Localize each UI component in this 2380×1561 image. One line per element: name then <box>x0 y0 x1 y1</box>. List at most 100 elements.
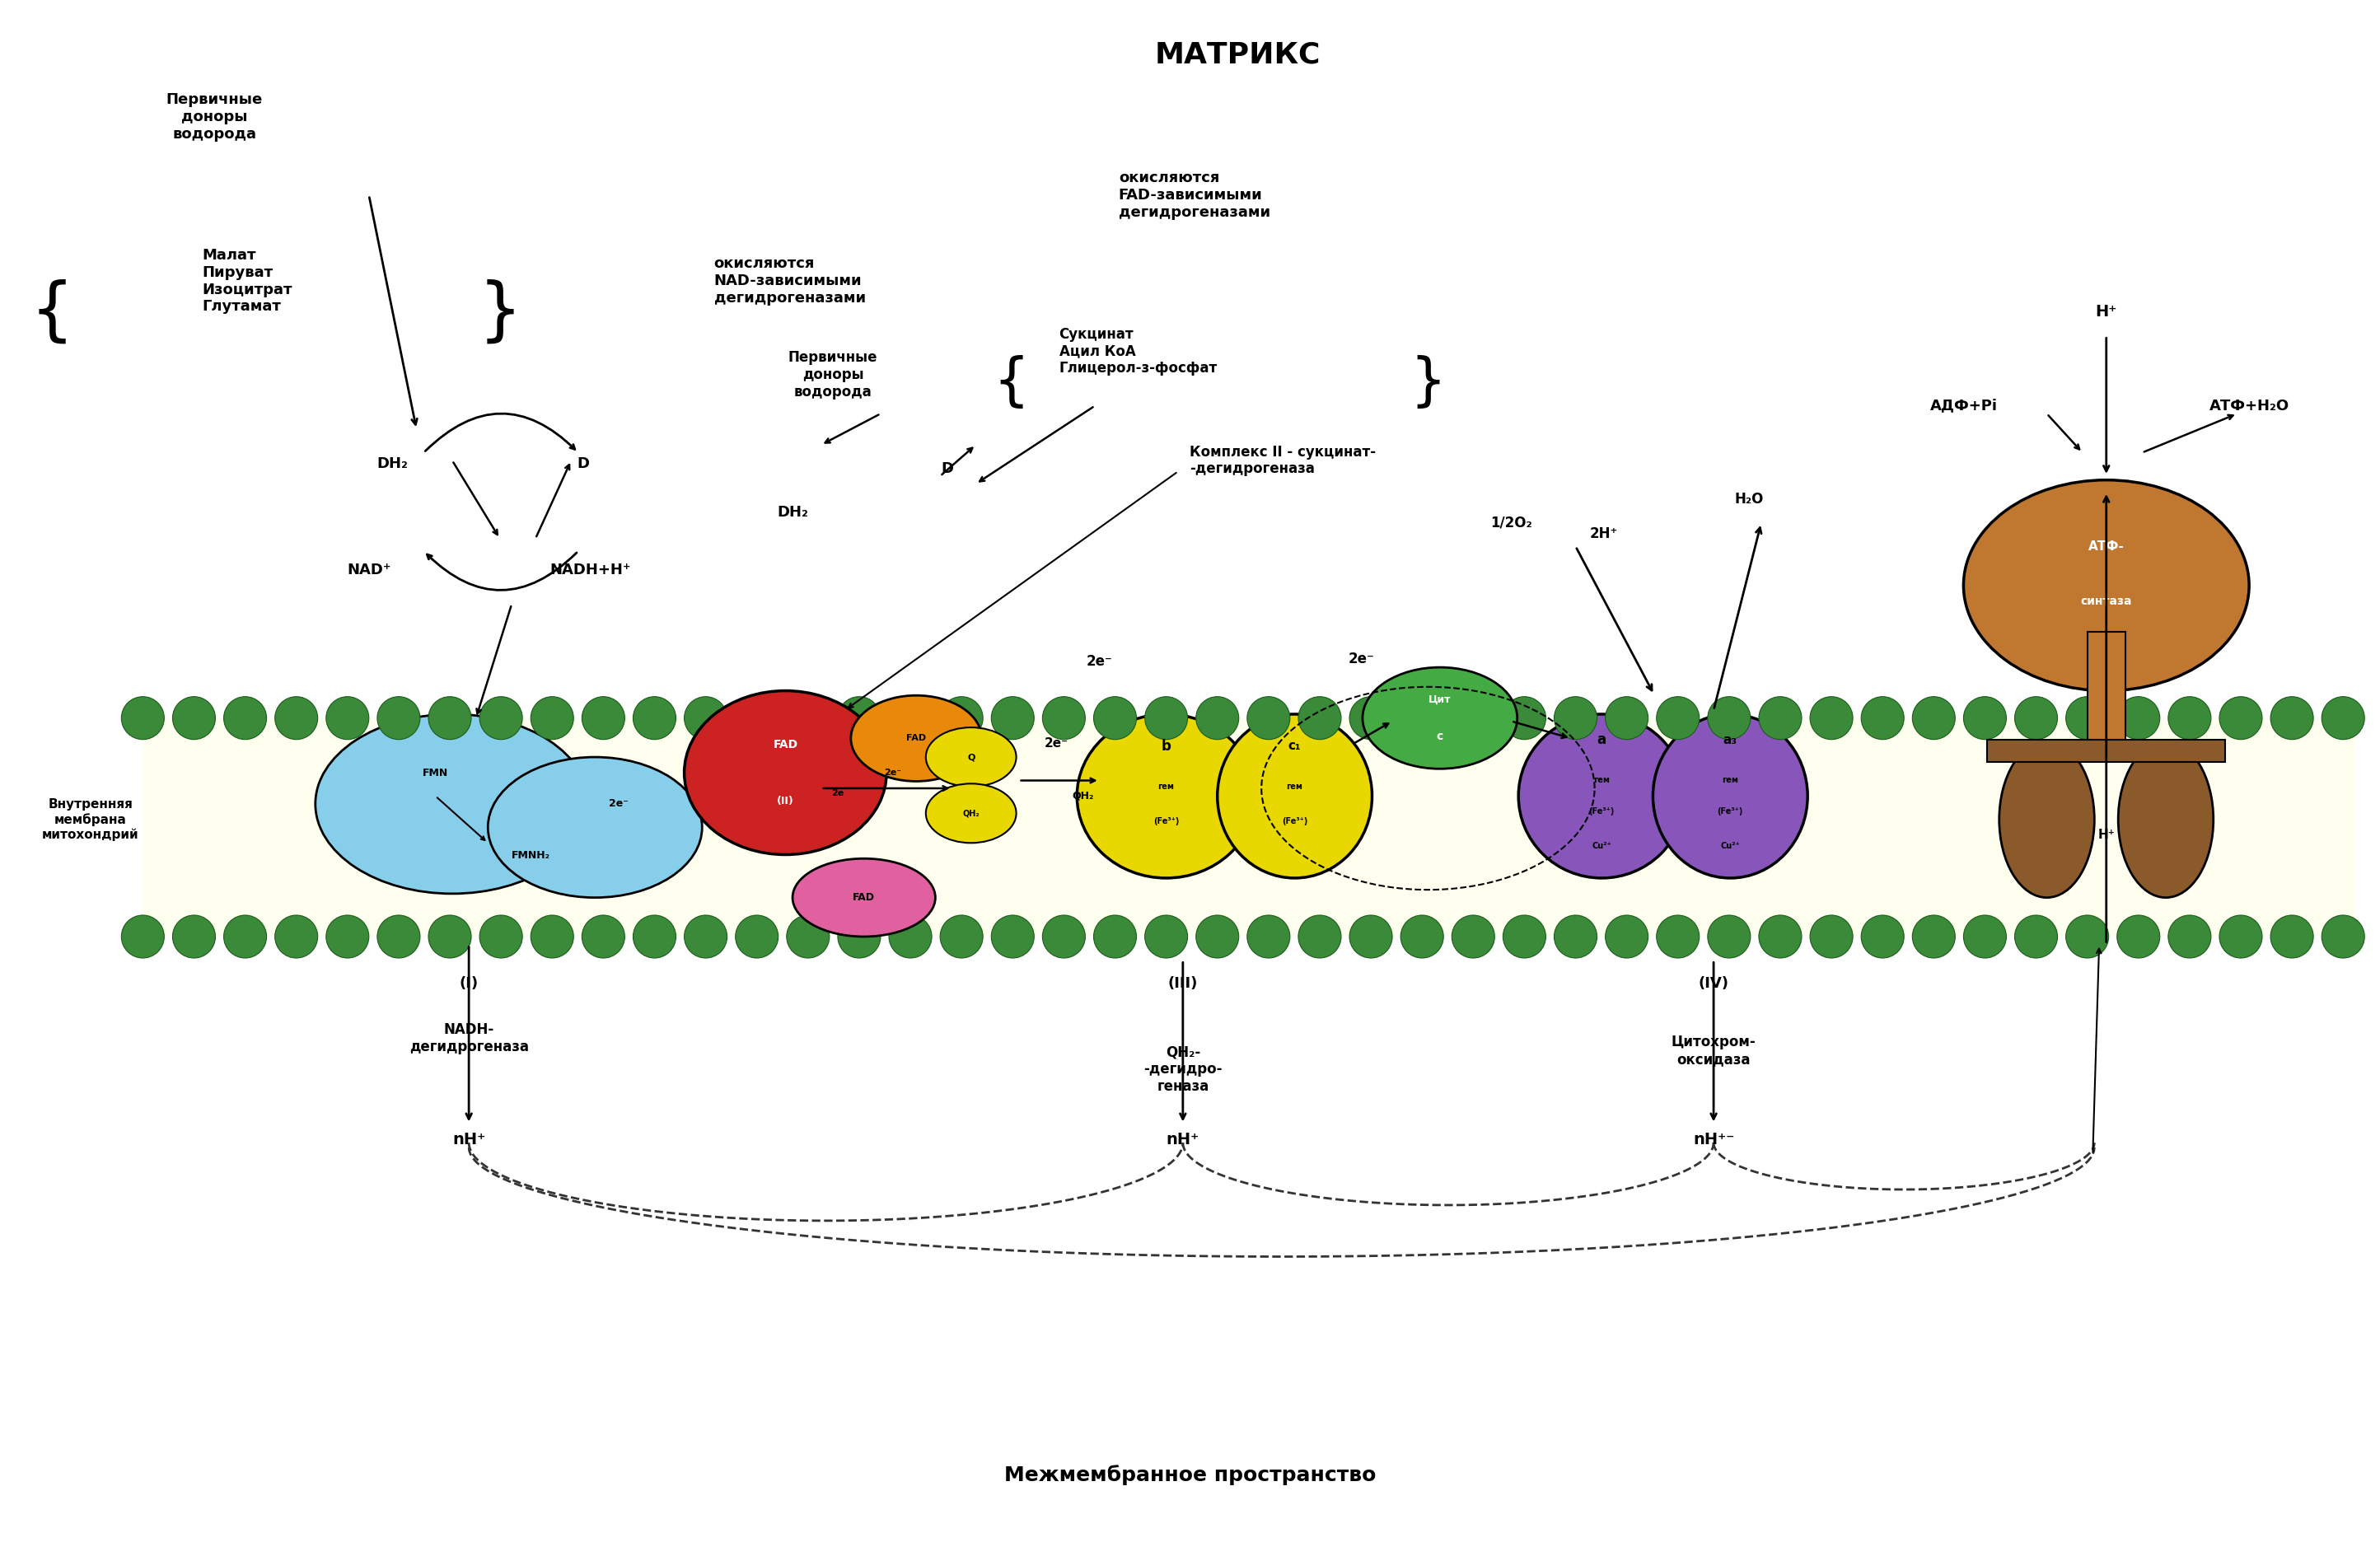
Text: {: { <box>31 279 74 345</box>
Ellipse shape <box>376 696 419 740</box>
Ellipse shape <box>171 696 214 740</box>
Ellipse shape <box>2066 915 2109 958</box>
Ellipse shape <box>1452 696 1495 740</box>
Text: МАТРИКС: МАТРИКС <box>1154 41 1321 69</box>
Ellipse shape <box>1247 696 1290 740</box>
Ellipse shape <box>1656 915 1699 958</box>
Text: NADH+H⁺: NADH+H⁺ <box>550 562 631 578</box>
Ellipse shape <box>2218 696 2261 740</box>
Text: АДФ+Pi: АДФ+Pi <box>1930 398 1997 414</box>
Ellipse shape <box>1399 915 1442 958</box>
Ellipse shape <box>1861 915 1904 958</box>
Ellipse shape <box>633 696 676 740</box>
Text: }: } <box>1409 354 1447 411</box>
Text: окисляются
FAD-зависимыми
дегидрогеназами: окисляются FAD-зависимыми дегидрогеназам… <box>1119 170 1271 220</box>
Ellipse shape <box>1706 915 1749 958</box>
Ellipse shape <box>990 696 1033 740</box>
Text: гем: гем <box>1595 776 1609 785</box>
Ellipse shape <box>2013 696 2056 740</box>
Ellipse shape <box>274 915 317 958</box>
Ellipse shape <box>1502 696 1547 740</box>
Text: (II): (II) <box>776 796 795 805</box>
Bar <box>1987 740 2225 762</box>
Text: QH₂: QH₂ <box>1071 791 1095 801</box>
Ellipse shape <box>1349 915 1392 958</box>
Text: 1/2O₂: 1/2O₂ <box>1490 515 1533 531</box>
Ellipse shape <box>376 915 419 958</box>
Text: Малат
Пируват
Изоцитрат
Глутамат: Малат Пируват Изоцитрат Глутамат <box>202 248 293 314</box>
Ellipse shape <box>2118 741 2213 898</box>
Text: АТФ+Н₂О: АТФ+Н₂О <box>2209 398 2290 414</box>
Ellipse shape <box>1554 915 1597 958</box>
Ellipse shape <box>1297 915 1340 958</box>
Ellipse shape <box>581 696 624 740</box>
Text: QH₂-
-дегидро-
геназа: QH₂- -дегидро- геназа <box>1142 1044 1223 1094</box>
Text: NADH-
дегидрогеназа: NADH- дегидрогеназа <box>409 1022 528 1054</box>
Ellipse shape <box>1092 915 1135 958</box>
Ellipse shape <box>1861 696 1904 740</box>
Ellipse shape <box>926 784 1016 843</box>
Ellipse shape <box>1195 915 1238 958</box>
Text: DH₂: DH₂ <box>376 456 409 471</box>
Text: АТФ-: АТФ- <box>2087 540 2125 553</box>
Ellipse shape <box>1364 668 1518 768</box>
Ellipse shape <box>428 696 471 740</box>
Text: Цит: Цит <box>1428 695 1452 704</box>
Text: QH₂: QH₂ <box>962 809 981 818</box>
Ellipse shape <box>2271 696 2313 740</box>
Text: D: D <box>940 460 954 476</box>
Text: Цитохром-
оксидаза: Цитохром- оксидаза <box>1671 1035 1756 1066</box>
Text: гем: гем <box>1159 782 1173 791</box>
Ellipse shape <box>224 696 267 740</box>
Text: nН⁺: nН⁺ <box>1166 1132 1200 1147</box>
Ellipse shape <box>1297 696 1340 740</box>
Ellipse shape <box>2320 696 2363 740</box>
Ellipse shape <box>1963 481 2249 690</box>
Text: 2е⁻: 2е⁻ <box>883 768 902 777</box>
Text: Cu²⁺: Cu²⁺ <box>1592 841 1611 851</box>
Ellipse shape <box>1399 696 1442 740</box>
Ellipse shape <box>852 695 983 780</box>
Ellipse shape <box>1076 715 1257 877</box>
Text: DH₂: DH₂ <box>776 504 809 520</box>
Ellipse shape <box>1554 696 1597 740</box>
Ellipse shape <box>1042 915 1085 958</box>
Ellipse shape <box>121 696 164 740</box>
Text: 2е⁻: 2е⁻ <box>1045 737 1069 749</box>
Ellipse shape <box>2168 696 2211 740</box>
Ellipse shape <box>1042 696 1085 740</box>
Ellipse shape <box>2013 915 2056 958</box>
Text: (I): (I) <box>459 976 478 991</box>
Ellipse shape <box>1604 696 1647 740</box>
Ellipse shape <box>1195 696 1238 740</box>
Text: Межмембранное пространство: Межмембранное пространство <box>1004 1464 1376 1486</box>
Ellipse shape <box>1247 915 1290 958</box>
Text: 2е⁻: 2е⁻ <box>1349 651 1373 667</box>
Ellipse shape <box>314 715 590 893</box>
Text: Комплекс II - сукцинат-
-дегидрогеназа: Комплекс II - сукцинат- -дегидрогеназа <box>1190 445 1376 476</box>
Text: 2е⁻: 2е⁻ <box>609 799 628 809</box>
Text: Q: Q <box>966 752 976 762</box>
Ellipse shape <box>685 690 888 855</box>
Ellipse shape <box>1092 696 1135 740</box>
Ellipse shape <box>121 915 164 958</box>
Text: FMNH₂: FMNH₂ <box>512 851 550 860</box>
Ellipse shape <box>2168 915 2211 958</box>
Ellipse shape <box>785 696 828 740</box>
Ellipse shape <box>171 915 214 958</box>
Text: Cu²⁺: Cu²⁺ <box>1721 841 1740 851</box>
Ellipse shape <box>940 696 983 740</box>
Ellipse shape <box>2116 696 2159 740</box>
Ellipse shape <box>1809 696 1852 740</box>
Ellipse shape <box>2116 915 2159 958</box>
Ellipse shape <box>1349 696 1392 740</box>
Text: 2H⁺: 2H⁺ <box>1590 526 1618 542</box>
Ellipse shape <box>488 757 702 898</box>
Text: 2e: 2e <box>831 788 845 798</box>
Ellipse shape <box>633 915 676 958</box>
Text: D: D <box>576 456 590 471</box>
Text: Первичные
доноры
водорода: Первичные доноры водорода <box>167 92 262 142</box>
Text: (Fe³⁺): (Fe³⁺) <box>1718 807 1742 816</box>
Ellipse shape <box>531 696 574 740</box>
Text: (III): (III) <box>1169 976 1197 991</box>
